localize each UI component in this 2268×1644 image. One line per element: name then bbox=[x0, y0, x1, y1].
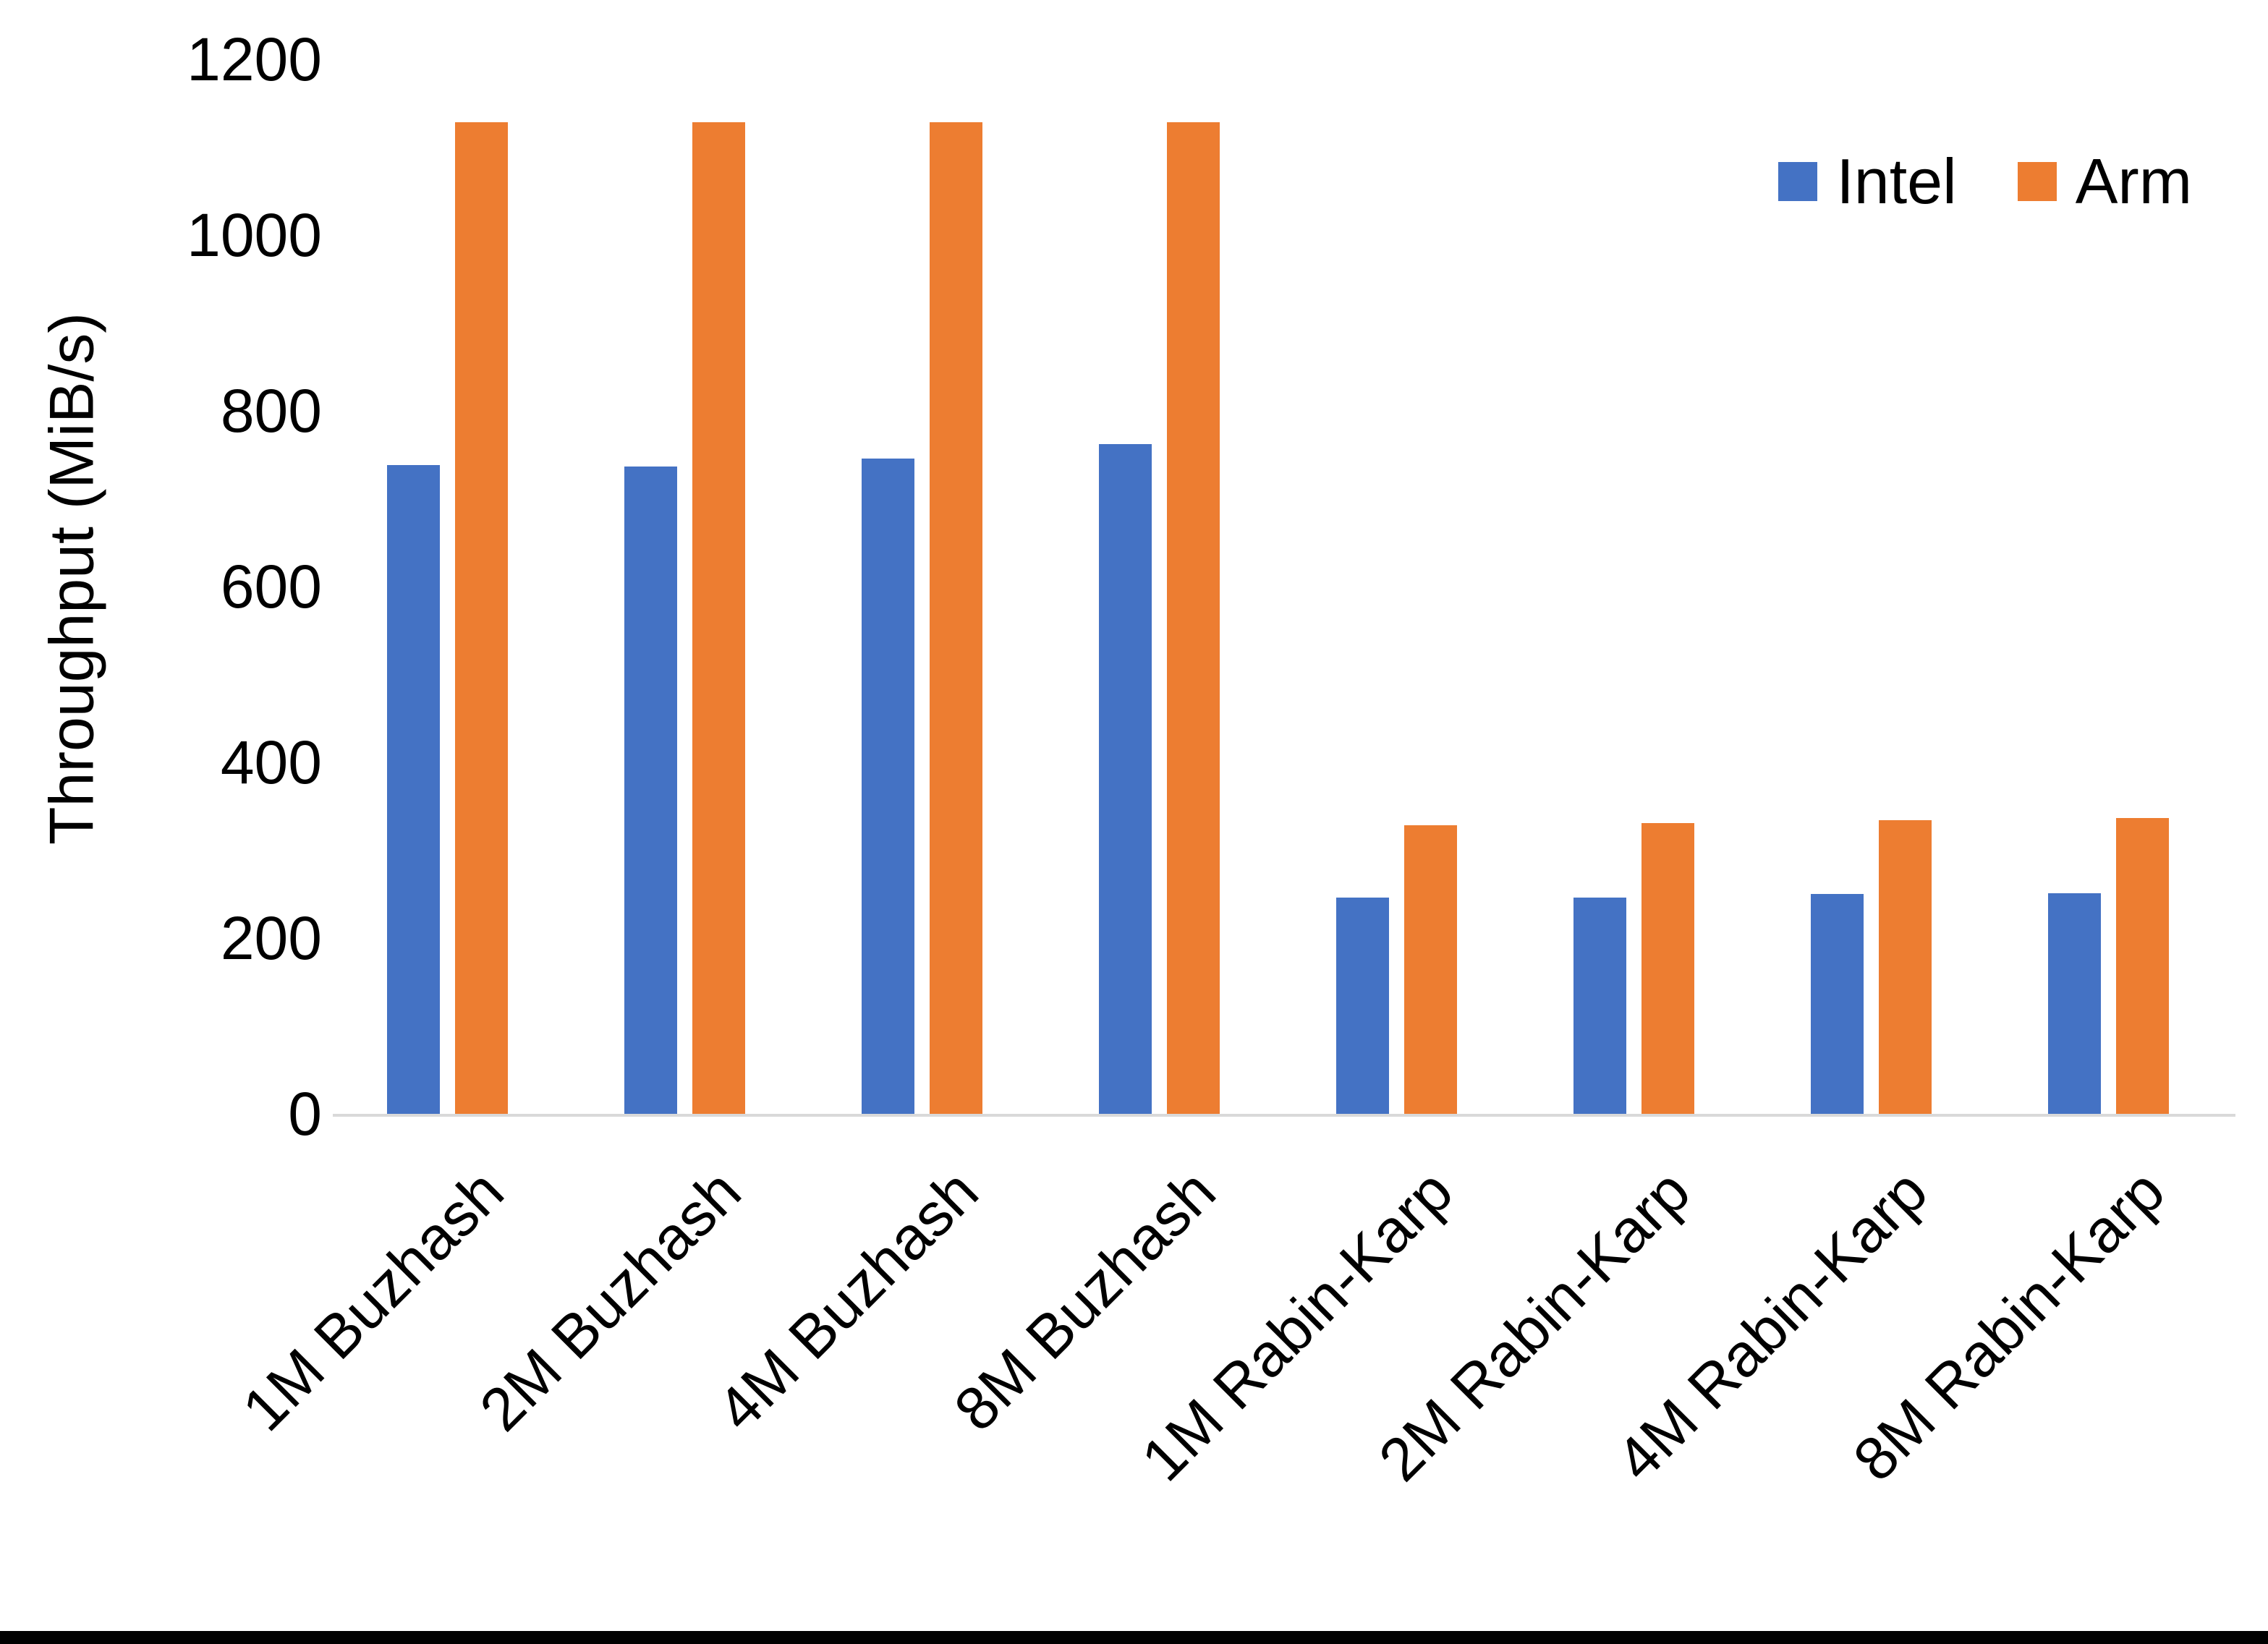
bar-intel-3 bbox=[861, 458, 914, 1114]
y-tick-label: 600 bbox=[220, 553, 322, 621]
y-tick-label: 800 bbox=[220, 377, 322, 445]
bar-arm-2 bbox=[692, 122, 745, 1114]
legend: Intel Arm bbox=[1778, 148, 2192, 215]
y-tick-label: 200 bbox=[220, 904, 322, 972]
y-tick-label: 1000 bbox=[187, 201, 322, 269]
bar-arm-8 bbox=[2115, 817, 2169, 1114]
legend-label-arm: Arm bbox=[2075, 145, 2192, 217]
bar-arm-5 bbox=[1403, 825, 1457, 1114]
x-axis-line bbox=[333, 1114, 2235, 1117]
bar-arm-1 bbox=[454, 122, 508, 1114]
legend-label-intel: Intel bbox=[1836, 145, 1957, 217]
y-tick-label: 0 bbox=[288, 1080, 322, 1148]
bar-intel-6 bbox=[1573, 898, 1626, 1114]
y-tick-label: 400 bbox=[220, 728, 322, 796]
bottom-border bbox=[0, 1631, 2268, 1644]
bar-intel-5 bbox=[1335, 898, 1389, 1114]
bar-intel-7 bbox=[1810, 894, 1864, 1114]
bar-arm-7 bbox=[1878, 820, 1932, 1114]
legend-swatch-arm bbox=[2017, 162, 2057, 201]
bar-arm-3 bbox=[929, 122, 982, 1114]
bar-intel-4 bbox=[1098, 444, 1152, 1114]
bar-arm-4 bbox=[1166, 122, 1220, 1114]
legend-swatch-intel bbox=[1778, 162, 1818, 201]
legend-item-arm: Arm bbox=[2017, 145, 2192, 217]
y-tick-label: 1200 bbox=[187, 25, 322, 93]
bar-arm-6 bbox=[1641, 822, 1694, 1114]
bar-intel-8 bbox=[2047, 893, 2101, 1114]
bar-intel-2 bbox=[624, 466, 677, 1114]
legend-item-intel: Intel bbox=[1778, 145, 1957, 217]
bar-intel-1 bbox=[386, 465, 440, 1114]
